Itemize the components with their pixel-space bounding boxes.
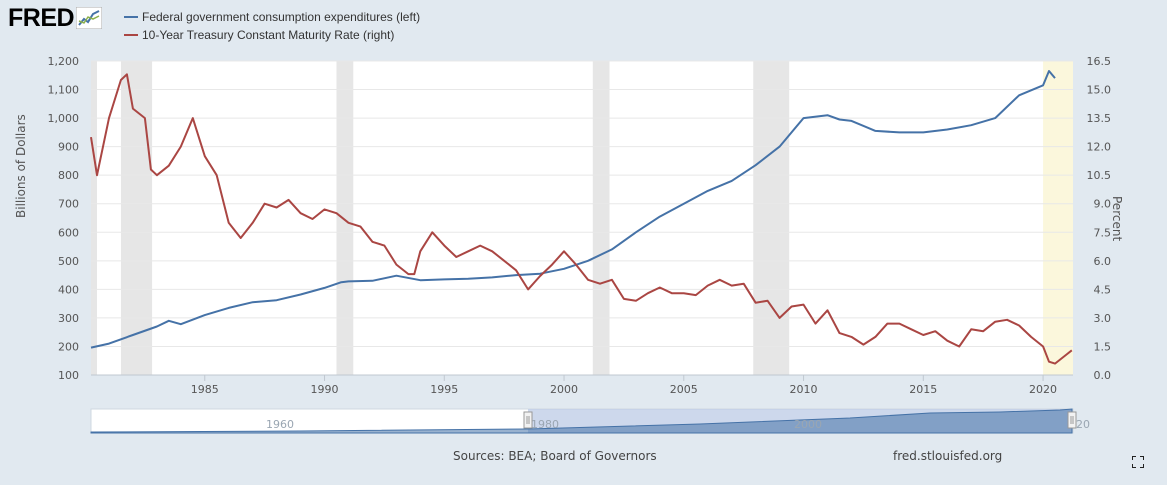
legend-swatch-red (124, 34, 138, 36)
recession-band (120, 61, 153, 375)
y-axis-right: 0.0 1.5 3.0 4.5 6.0 7.5 9.0 10.5 12.0 13.5 15.0 16.… (1087, 55, 1112, 382)
sources-text: Sources: BEA; Board of Governors (453, 449, 657, 463)
fred-graph-icon (76, 7, 103, 29)
recession-band (91, 61, 97, 375)
fred-logo-text: FRED (8, 3, 75, 32)
navigator-series-area (90, 408, 1073, 434)
highlight-band (1043, 61, 1073, 375)
y-left-tick-label: 500 (58, 255, 79, 268)
site-link[interactable]: fred.stlouisfed.org (893, 449, 1003, 463)
y-right-tick-label: 6.0 (1094, 255, 1112, 268)
recession-band (753, 61, 790, 375)
navigator-handle-left[interactable] (523, 411, 533, 429)
grid-lines (91, 60, 1073, 376)
y-left-tick-label: 800 (58, 169, 79, 182)
legend-label: Federal government consumption expenditu… (142, 10, 421, 24)
series-line-treasury-rate (90, 73, 1073, 365)
fullscreen-icon[interactable] (1132, 456, 1144, 468)
y-right-tick-label: 15.0 (1087, 84, 1112, 97)
y-right-tick-label: 10.5 (1087, 169, 1112, 182)
y-left-tick-label: 400 (58, 283, 79, 296)
x-tick-label: 1995 (430, 383, 458, 396)
x-axis: 1985 1990 1995 2000 2005 2010 2015 2020 (91, 374, 1073, 396)
y-right-tick-label: 0.0 (1094, 369, 1112, 382)
x-tick-label: 2010 (790, 383, 818, 396)
y-right-tick-label: 9.0 (1094, 198, 1112, 211)
legend-label: 10-Year Treasury Constant Maturity Rate … (142, 28, 395, 42)
navigator-label: 1980 (531, 418, 559, 431)
navigator-handle-right[interactable] (1067, 411, 1077, 429)
y-left-tick-label: 900 (58, 141, 79, 154)
y-left-tick-label: 100 (58, 369, 79, 382)
y-right-tick-label: 7.5 (1094, 226, 1112, 239)
chart-legend: Federal government consumption expenditu… (124, 8, 420, 44)
line-chart[interactable]: 1985 1990 1995 2000 2005 2010 2015 2020 100 200 3… (0, 0, 1167, 440)
x-tick-label: 1990 (311, 383, 339, 396)
legend-item-federal-expenditures[interactable]: Federal government consumption expenditu… (124, 8, 420, 26)
series-lines (90, 70, 1073, 365)
y-left-tick-label: 300 (58, 312, 79, 325)
y-left-tick-label: 1,000 (48, 112, 80, 125)
y-right-tick-label: 3.0 (1094, 312, 1112, 325)
navigator-label: 1960 (266, 418, 294, 431)
recession-band (592, 61, 610, 375)
legend-item-treasury-rate[interactable]: 10-Year Treasury Constant Maturity Rate … (124, 26, 420, 44)
x-tick-label: 2020 (1029, 383, 1057, 396)
fred-logo[interactable]: FRED (8, 3, 103, 32)
navigator-label: 2000 (794, 418, 822, 431)
y-left-tick-label: 700 (58, 198, 79, 211)
y-right-tick-label: 12.0 (1087, 141, 1112, 154)
navigator-label: 20 (1076, 418, 1090, 431)
recession-bands (91, 61, 1073, 375)
x-tick-label: 1985 (191, 383, 219, 396)
recession-band (336, 61, 354, 375)
plot-background (91, 61, 1073, 375)
y-left-tick-label: 1,200 (48, 55, 80, 68)
y-right-tick-label: 16.5 (1087, 55, 1112, 68)
y-left-tick-label: 200 (58, 340, 79, 353)
x-tick-label: 2005 (670, 383, 698, 396)
x-tick-label: 2015 (909, 383, 937, 396)
x-tick-label: 2000 (550, 383, 578, 396)
y-axis-left: 100 200 300 400 500 600 700 800 900 1,000 1,100 1,2… (48, 55, 80, 382)
y-left-tick-label: 600 (58, 226, 79, 239)
range-navigator[interactable]: 1960 1980 2000 20 (90, 408, 1090, 434)
legend-swatch-blue (124, 16, 138, 18)
y-right-tick-label: 4.5 (1094, 283, 1112, 296)
y-right-tick-label: 13.5 (1087, 112, 1112, 125)
y-right-tick-label: 1.5 (1094, 340, 1112, 353)
y-left-tick-label: 1,100 (48, 84, 80, 97)
